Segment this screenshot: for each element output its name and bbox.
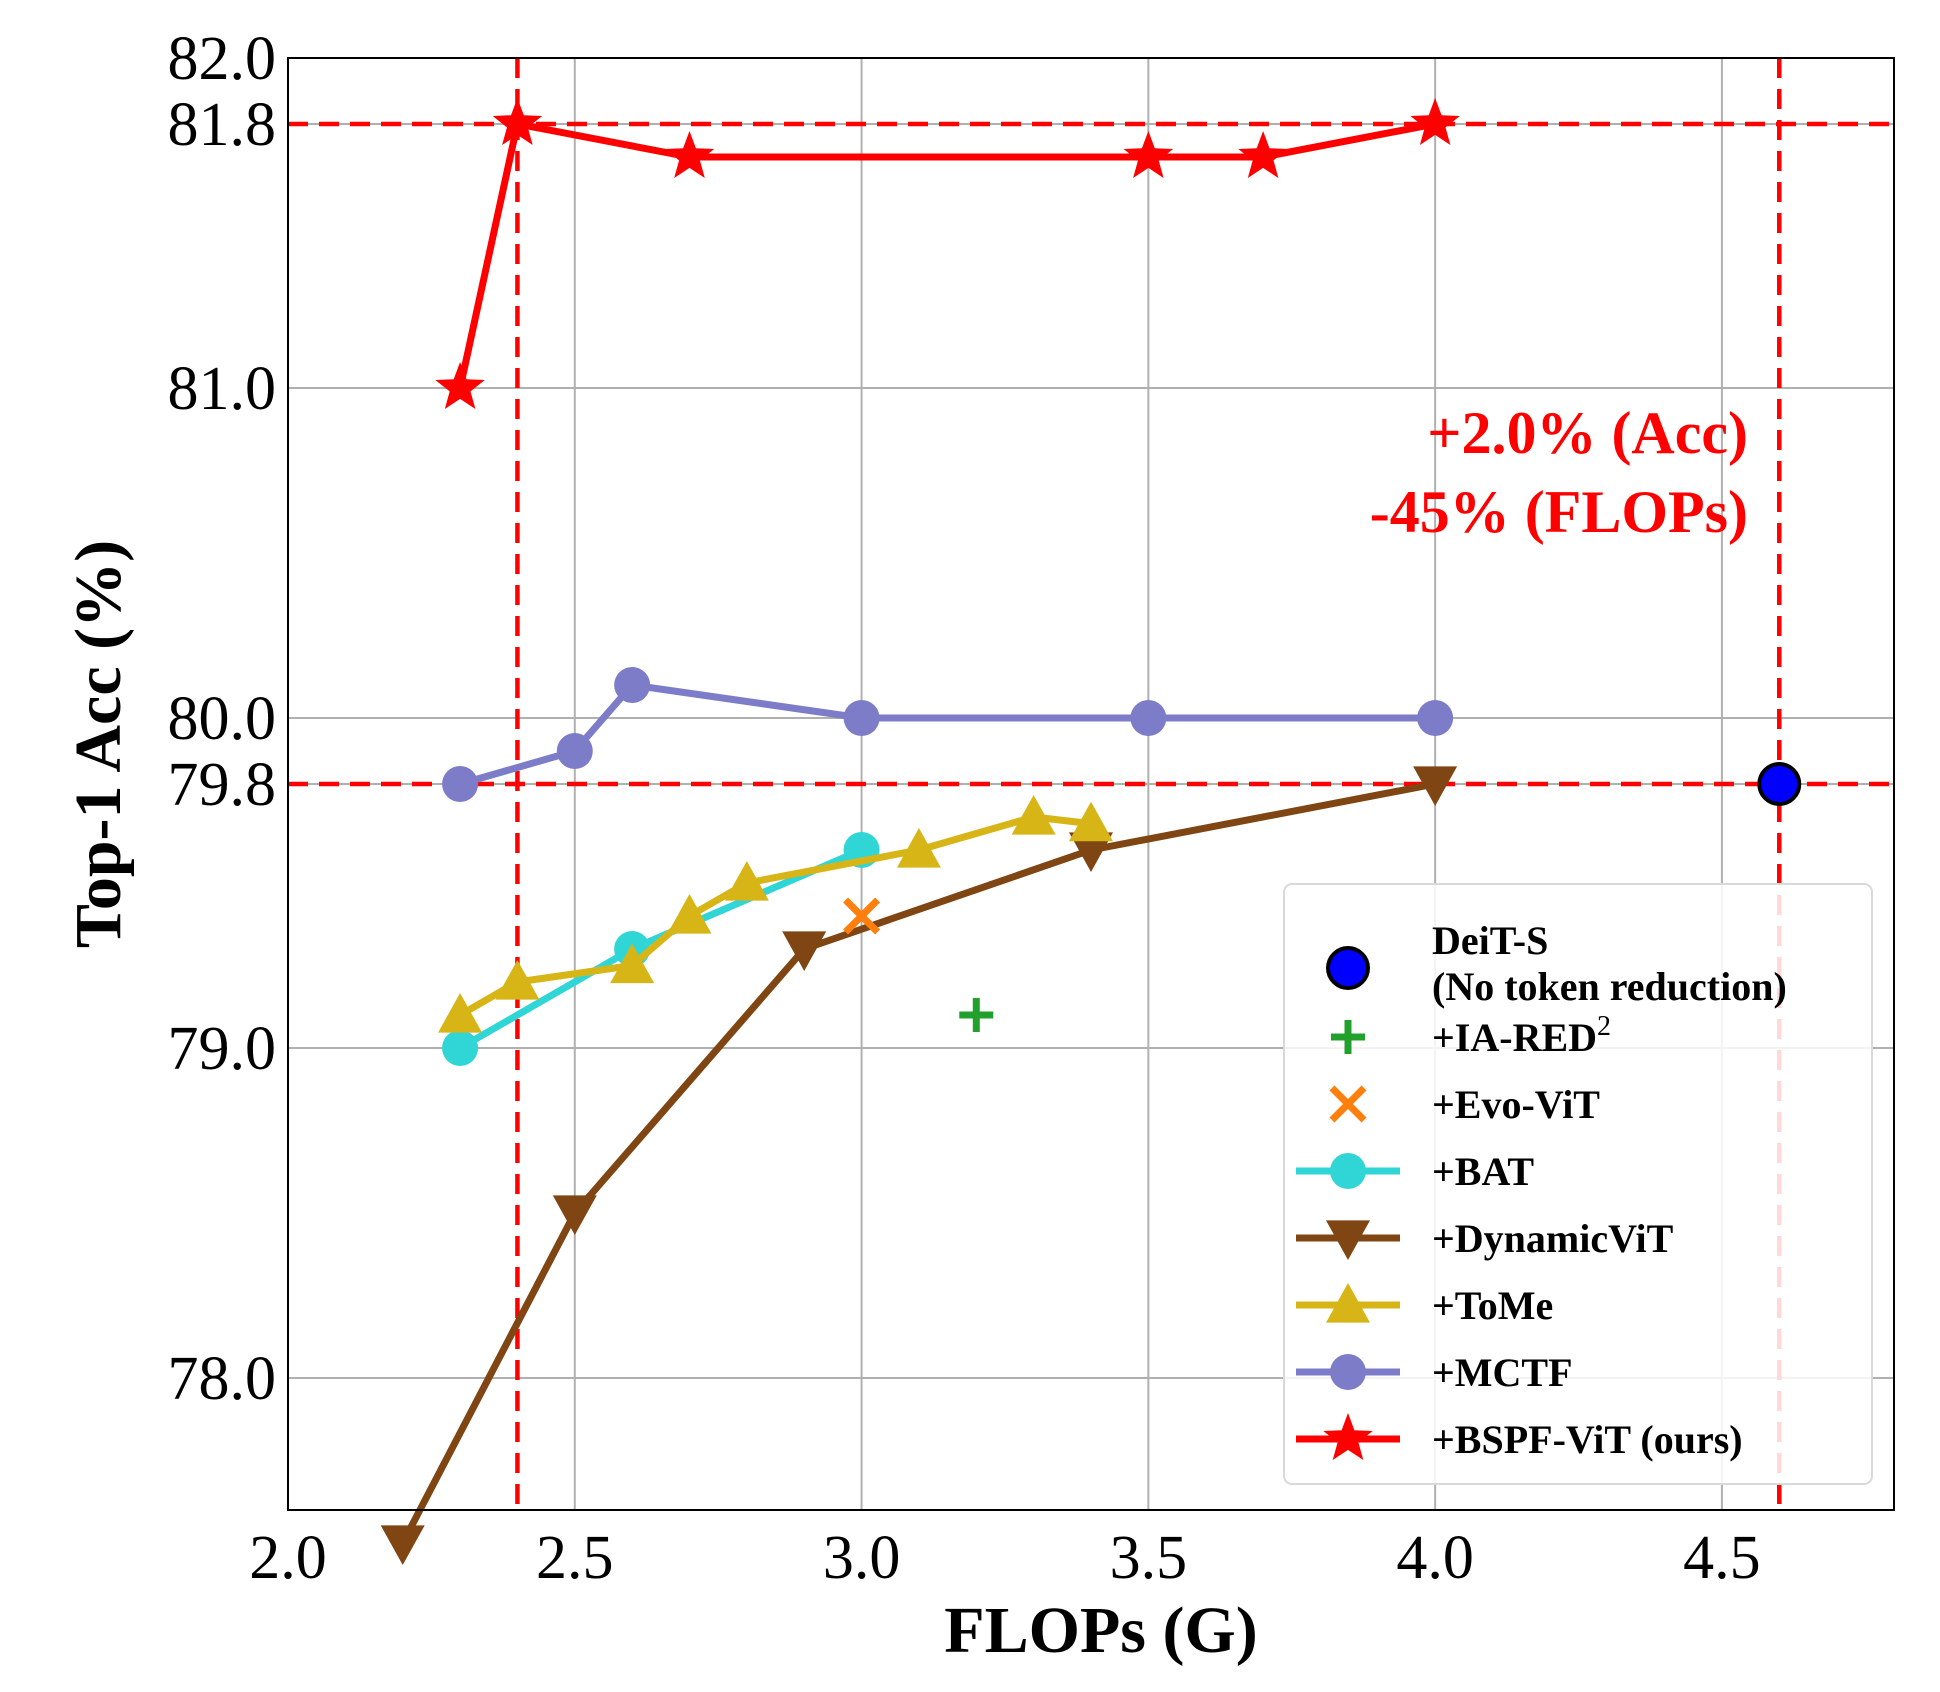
- legend-marker-evo-vit: [1329, 1085, 1367, 1123]
- x-axis-label: FLOPs (G): [944, 1594, 1257, 1667]
- legend-item-mctf: +MCTF: [1296, 1350, 1573, 1395]
- data-point-mctf: [843, 700, 880, 736]
- legend-label-mctf: +MCTF: [1432, 1350, 1573, 1395]
- data-point-bspf-vit-ours: [1123, 131, 1174, 178]
- data-point-tome: [896, 828, 941, 868]
- y-tick-label: 79.0: [168, 1015, 277, 1083]
- legend-label-deit-s: DeiT-S: [1432, 918, 1548, 963]
- data-point-tome: [724, 861, 769, 901]
- series-ia-red: [959, 998, 994, 1032]
- y-tick-labels: 78.0 79.0 79.880.0 81.0 81.882.0: [168, 25, 277, 1413]
- annotation-flops: -45% (FLOPs): [1370, 479, 1748, 545]
- legend-marker-ia-red: [1331, 1020, 1365, 1054]
- x-tick-labels: 2.0 2.5 3.0 3.5 4.0 4.5: [249, 1524, 1760, 1592]
- legend-label-superscript: 2: [1597, 1011, 1611, 1042]
- legend-label-dynamicvit: +DynamicViT: [1432, 1216, 1674, 1261]
- series-tome: [438, 795, 1113, 1033]
- data-point-bat: [442, 1030, 479, 1066]
- data-point-tome: [610, 943, 655, 984]
- data-point-dynamicvit: [552, 1195, 597, 1235]
- x-tick-label: 4.0: [1396, 1524, 1474, 1592]
- y-tick-label: 79.8: [168, 751, 277, 819]
- data-point-tome: [438, 993, 483, 1033]
- legend-label-evo-vit: +Evo-ViT: [1432, 1082, 1600, 1127]
- x-tick-label: 4.5: [1683, 1524, 1761, 1592]
- data-point-dynamicvit: [380, 1525, 425, 1565]
- series-line-bspf-vit-ours: [456, 120, 1436, 389]
- data-point-bspf-vit-ours: [664, 131, 715, 178]
- data-point-bspf-vit-ours: [1238, 131, 1288, 178]
- data-point-mctf: [614, 667, 651, 703]
- x-tick-label: 3.0: [823, 1524, 901, 1592]
- annotation-acc: +2.0% (Acc): [1427, 400, 1748, 466]
- data-point-mctf: [442, 766, 479, 802]
- data-point-mctf: [556, 733, 593, 769]
- series-mctf: [442, 667, 1454, 802]
- data-point-deit-s: [1757, 762, 1802, 806]
- data-point-bspf-vit-ours: [492, 98, 543, 145]
- y-tick-label: 82.0: [168, 25, 277, 93]
- legend-label-tome: +ToMe: [1432, 1283, 1553, 1328]
- series-line-tome: [458, 813, 1092, 1019]
- legend-item-ia-red: +IA-RED2: [1331, 1011, 1611, 1060]
- data-point-evo-vit: [843, 897, 881, 935]
- x-tick-label: 3.5: [1110, 1524, 1188, 1592]
- legend: DeiT-S(No token reduction)+IA-RED2 +Evo-V…: [1283, 883, 1873, 1485]
- legend-marker-dynamicvit: [1326, 1220, 1370, 1260]
- data-point-ia-red: [959, 998, 994, 1032]
- x-tick-label: 2.0: [249, 1524, 327, 1592]
- series-line-mctf: [459, 681, 1436, 788]
- data-point-tome: [667, 894, 712, 934]
- y-axis-label: Top-1 Acc (%): [62, 540, 135, 948]
- legend-label-bspf-vit-ours: +BSPF-ViT (ours): [1432, 1417, 1743, 1462]
- legend-marker-tome: [1326, 1283, 1370, 1323]
- legend-label-line2-deit-s: (No token reduction): [1432, 964, 1787, 1009]
- y-tick-label: 81.8: [168, 91, 277, 159]
- legend-marker-mctf: [1330, 1354, 1366, 1390]
- series-bspf-vit-ours: [435, 98, 1460, 409]
- y-tick-label: 78.0: [168, 1345, 277, 1413]
- legend-item-bspf-vit-ours: +BSPF-ViT (ours): [1296, 1413, 1743, 1462]
- legend-frame: [1283, 883, 1873, 1485]
- y-tick-label: 81.0: [168, 355, 277, 423]
- annotation: +2.0% (Acc) -45% (FLOPs): [1370, 400, 1748, 545]
- data-point-tome: [1011, 795, 1056, 835]
- y-tick-label: 80.0: [168, 685, 277, 753]
- series-dynamicvit: [380, 766, 1458, 1565]
- data-point-dynamicvit: [1413, 766, 1458, 806]
- data-point-bspf-vit-ours: [1410, 98, 1460, 145]
- series-deit-s: [1757, 762, 1802, 806]
- legend-item-tome: +ToMe: [1296, 1283, 1553, 1328]
- legend-label-bat: +BAT: [1432, 1149, 1534, 1194]
- data-point-mctf: [1130, 700, 1167, 736]
- legend-item-evo-vit: +Evo-ViT: [1329, 1082, 1600, 1127]
- series-evo-vit: [843, 897, 881, 935]
- legend-marker-deit-s: [1326, 946, 1370, 990]
- legend-item-bat: +BAT: [1296, 1149, 1534, 1194]
- data-point-bspf-vit-ours: [435, 362, 485, 409]
- legend-marker-bat: [1330, 1153, 1366, 1189]
- data-point-tome: [1069, 801, 1113, 842]
- legend-marker-bspf-vit-ours: [1323, 1413, 1373, 1460]
- data-point-tome: [495, 960, 540, 1000]
- plot-frame: [287, 57, 1895, 1511]
- data-point-mctf: [1417, 700, 1454, 736]
- x-tick-label: 2.5: [536, 1524, 614, 1592]
- legend-label-ia-red: +IA-RED2: [1432, 1011, 1611, 1060]
- legend-item-dynamicvit: +DynamicViT: [1296, 1216, 1674, 1261]
- legend-item-deit-s: DeiT-S(No token reduction): [1326, 918, 1787, 1009]
- data-point-dynamicvit: [782, 931, 827, 971]
- series-layer: [380, 98, 1802, 1565]
- data-point-dynamicvit: [1069, 832, 1113, 872]
